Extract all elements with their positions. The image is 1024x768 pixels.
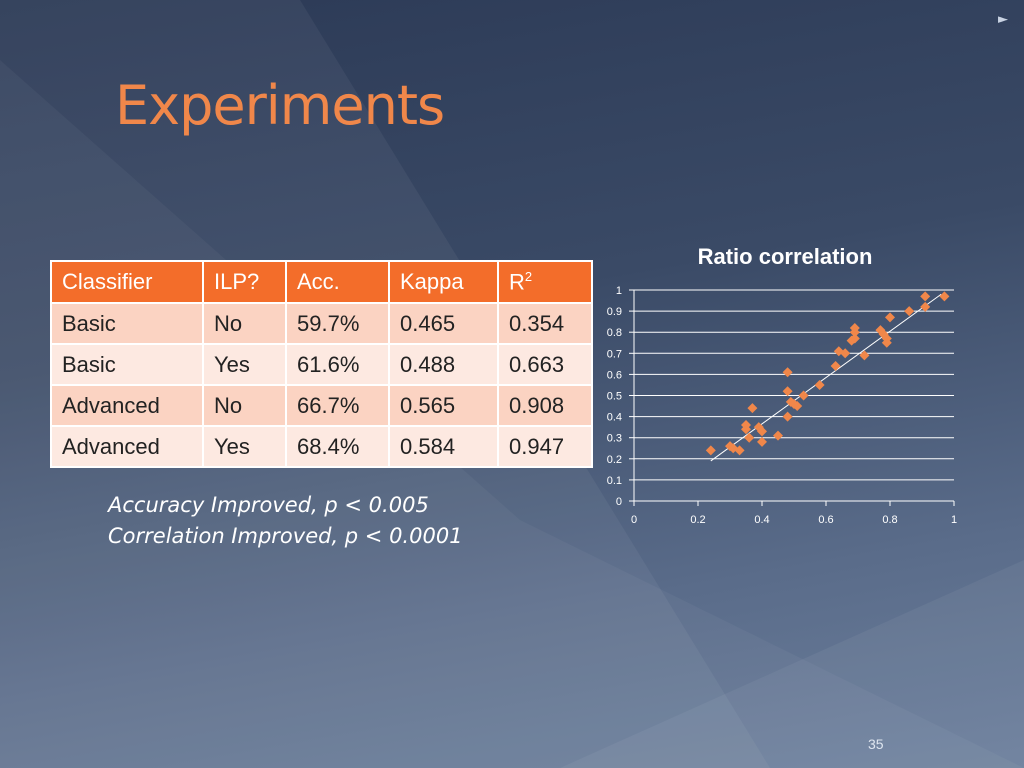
data-point bbox=[885, 312, 895, 323]
data-point bbox=[734, 445, 745, 456]
table-row: Advanced Yes 68.4% 0.584 0.947 bbox=[50, 425, 593, 468]
data-point bbox=[875, 325, 886, 336]
data-point bbox=[782, 386, 793, 397]
data-point bbox=[920, 291, 931, 302]
y-tick-label: 0.5 bbox=[607, 391, 622, 403]
table-cell: 0.908 bbox=[497, 384, 593, 427]
table-cell: Yes bbox=[202, 343, 287, 386]
table-row: Basic No 59.7% 0.465 0.354 bbox=[50, 302, 593, 345]
data-point bbox=[840, 348, 851, 359]
header-ilp: ILP? bbox=[202, 260, 287, 304]
y-tick-label: 0 bbox=[616, 496, 622, 508]
data-point bbox=[904, 306, 915, 317]
data-point bbox=[792, 401, 803, 412]
data-point bbox=[782, 367, 793, 378]
data-point bbox=[830, 360, 841, 371]
data-point bbox=[747, 403, 758, 414]
x-tick-label: 0 bbox=[631, 514, 637, 526]
y-tick-label: 0.9 bbox=[607, 306, 622, 318]
table-cell: 0.565 bbox=[388, 384, 499, 427]
table-cell: 61.6% bbox=[285, 343, 390, 386]
data-point bbox=[939, 291, 950, 302]
header-accuracy: Acc. bbox=[285, 260, 390, 304]
y-tick-label: 1 bbox=[616, 285, 622, 297]
y-tick-label: 0.1 bbox=[607, 475, 622, 487]
table-cell: Advanced bbox=[50, 425, 204, 468]
table-cell: Advanced bbox=[50, 384, 204, 427]
table-cell: 0.465 bbox=[388, 302, 499, 345]
table-header-row: Classifier ILP? Acc. Kappa R2 bbox=[50, 260, 593, 304]
data-point bbox=[728, 443, 739, 454]
table-cell: Basic bbox=[50, 343, 204, 386]
table-cell: 66.7% bbox=[285, 384, 390, 427]
table-row: Advanced No 66.7% 0.565 0.908 bbox=[50, 384, 593, 427]
data-point bbox=[849, 327, 860, 338]
table-cell: Yes bbox=[202, 425, 287, 468]
results-table: Classifier ILP? Acc. Kappa R2 Basic No 5… bbox=[50, 260, 593, 468]
trendline bbox=[710, 293, 942, 462]
data-point bbox=[741, 424, 751, 435]
data-point bbox=[849, 333, 860, 344]
data-point bbox=[757, 436, 767, 447]
y-tick-label: 0.3 bbox=[607, 433, 622, 445]
data-point bbox=[782, 411, 793, 422]
header-r-squared: R2 bbox=[497, 260, 593, 304]
chart-title: Ratio correlation bbox=[697, 244, 873, 269]
data-point bbox=[725, 441, 735, 452]
significance-notes: Accuracy Improved, p < 0.005 Correlation… bbox=[108, 490, 463, 552]
data-point bbox=[814, 379, 825, 390]
table-cell: 0.354 bbox=[497, 302, 593, 345]
data-point bbox=[859, 350, 870, 361]
header-r-label: R bbox=[509, 269, 525, 295]
x-tick-label: 0.8 bbox=[882, 514, 897, 526]
table-cell: 0.488 bbox=[388, 343, 499, 386]
table-cell: No bbox=[202, 302, 287, 345]
table-cell: 59.7% bbox=[285, 302, 390, 345]
triangle-right-icon: ► bbox=[998, 12, 1008, 27]
data-point bbox=[920, 301, 931, 312]
table-cell: 0.947 bbox=[497, 425, 593, 468]
x-tick-label: 0.6 bbox=[818, 514, 833, 526]
table-row: Basic Yes 61.6% 0.488 0.663 bbox=[50, 343, 593, 386]
y-tick-label: 0.2 bbox=[607, 454, 622, 466]
data-point bbox=[798, 390, 809, 401]
data-point bbox=[773, 430, 783, 441]
x-tick-label: 0.4 bbox=[754, 514, 769, 526]
table-cell: No bbox=[202, 384, 287, 427]
data-point bbox=[705, 445, 716, 456]
header-classifier: Classifier bbox=[50, 260, 204, 304]
y-tick-label: 0.6 bbox=[607, 369, 622, 381]
slide-title: Experiments bbox=[115, 74, 445, 137]
table-cell: 68.4% bbox=[285, 425, 390, 468]
y-tick-label: 0.4 bbox=[607, 412, 622, 424]
x-tick-label: 1 bbox=[951, 514, 957, 526]
header-kappa: Kappa bbox=[388, 260, 499, 304]
data-point bbox=[757, 426, 767, 437]
table-cell: 0.584 bbox=[388, 425, 499, 468]
x-tick-label: 0.2 bbox=[690, 514, 705, 526]
data-point bbox=[881, 337, 892, 348]
y-tick-label: 0.7 bbox=[607, 348, 622, 360]
data-point bbox=[744, 432, 755, 443]
ratio-correlation-chart: 0 0.1 0.2 0.3 0.4 0.5 0.6 0.7 0.8 0.9 1 0 0.2 0.4 0.6 0… bbox=[607, 285, 957, 526]
correlation-note: Correlation Improved, p < 0.0001 bbox=[108, 524, 463, 548]
table-cell: Basic bbox=[50, 302, 204, 345]
header-r-superscript: 2 bbox=[524, 268, 533, 284]
table-cell: 0.663 bbox=[497, 343, 593, 386]
y-tick-label: 0.8 bbox=[607, 327, 622, 339]
page-number: 35 bbox=[868, 736, 884, 752]
accuracy-note: Accuracy Improved, p < 0.005 bbox=[108, 493, 429, 517]
